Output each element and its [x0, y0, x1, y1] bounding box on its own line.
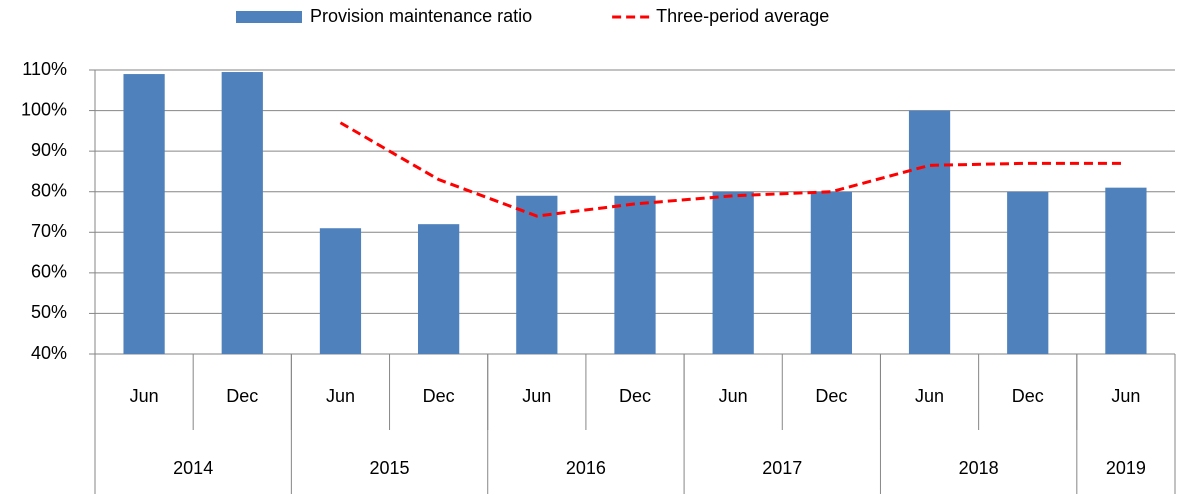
- bar: [712, 191, 754, 354]
- bar: [908, 110, 951, 354]
- group-label: 2015: [370, 458, 410, 478]
- y-tick-label: 70%: [31, 221, 67, 241]
- legend-swatch: [236, 11, 302, 23]
- bar: [1105, 187, 1147, 354]
- group-label: 2014: [173, 458, 213, 478]
- x-tick-label: Dec: [226, 386, 258, 406]
- x-tick-label: Jun: [1111, 386, 1140, 406]
- bar: [123, 74, 165, 355]
- legend-label: Provision maintenance ratio: [310, 6, 532, 26]
- group-label: 2017: [762, 458, 802, 478]
- x-tick-label: Dec: [1012, 386, 1044, 406]
- bar: [221, 72, 263, 355]
- bar: [319, 228, 362, 354]
- x-tick-label: Jun: [326, 386, 355, 406]
- legend-label: Three-period average: [656, 6, 829, 26]
- line: [339, 121, 1126, 218]
- bar: [1007, 191, 1049, 354]
- group-label: 2016: [566, 458, 606, 478]
- y-tick-label: 80%: [31, 180, 67, 200]
- y-tick-label: 90%: [31, 140, 67, 160]
- y-tick-label: 50%: [31, 302, 67, 322]
- x-tick-label: Jun: [130, 386, 159, 406]
- x-tick-label: Dec: [815, 386, 847, 406]
- x-tick-label: Dec: [619, 386, 651, 406]
- x-tick-label: Jun: [719, 386, 748, 406]
- bar: [516, 195, 558, 354]
- x-tick-label: Jun: [522, 386, 551, 406]
- group-label: 2019: [1106, 458, 1146, 478]
- bar: [810, 191, 852, 354]
- y-tick-label: 60%: [31, 262, 67, 282]
- group-label: 2018: [959, 458, 999, 478]
- bar: [614, 195, 656, 354]
- bar: [418, 224, 460, 354]
- y-tick-label: 100%: [21, 99, 67, 119]
- x-tick-label: Jun: [915, 386, 944, 406]
- y-tick-label: 110%: [22, 59, 67, 79]
- x-tick-label: Dec: [423, 386, 455, 406]
- y-tick-label: 40%: [31, 343, 67, 363]
